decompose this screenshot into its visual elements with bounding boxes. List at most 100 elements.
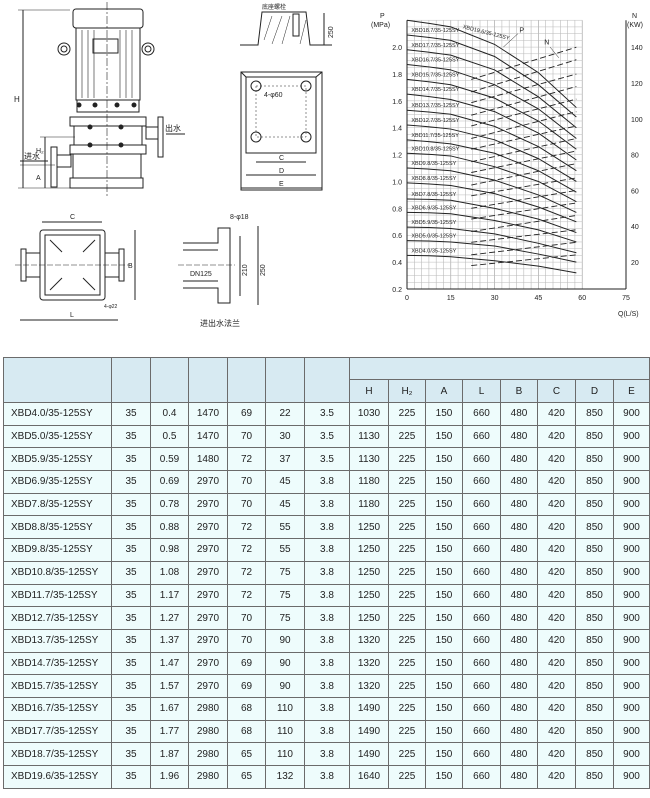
pressure-curve [406, 49, 577, 129]
table-cell: 70 [227, 628, 266, 653]
table-cell: 225 [388, 424, 426, 449]
table-cell: 850 [575, 560, 614, 585]
table-cell: 225 [388, 583, 426, 608]
table-cell: 90 [265, 651, 305, 676]
table-cell: 150 [425, 402, 463, 426]
pressure-curve [406, 93, 577, 161]
table-cell: 850 [575, 492, 614, 517]
table-cell: 2970 [188, 606, 228, 630]
table-cell: 45 [265, 470, 305, 494]
table-cell: 660 [462, 424, 501, 449]
table-cell: 900 [613, 765, 650, 789]
table-cell: 35 [111, 606, 151, 630]
table-cell: 35 [111, 674, 151, 698]
pressure-curve [406, 64, 577, 139]
series-label: XBD9.8/35-125SY [411, 161, 456, 167]
label-H2: H₂ [36, 148, 44, 155]
x-tick-label: 15 [447, 295, 455, 302]
label-foundation-C: C [279, 155, 284, 162]
table-cell: 70 [227, 470, 266, 494]
table-cell: 850 [575, 765, 614, 789]
pressure-curve [406, 240, 577, 263]
header-dim-h₂: H₂ [388, 379, 426, 403]
label-base-B: B [128, 263, 133, 270]
table-row: XBD9.8/35-125SY 35 0.98 2970 72 55 3.8 1250 225 1… [3, 538, 650, 562]
series-label: XBD6.9/35-125SY [411, 205, 456, 211]
table-cell: 3.8 [304, 515, 350, 540]
table-cell: 225 [388, 470, 426, 494]
table-cell: 480 [500, 674, 538, 698]
table-cell: 660 [462, 742, 501, 766]
header-col [150, 357, 189, 403]
table-cell: 900 [613, 447, 650, 472]
table-cell: 2970 [188, 538, 228, 562]
y-tick-label-right: 60 [631, 188, 639, 195]
table-cell: 0.78 [150, 492, 189, 517]
pressure-curve [406, 198, 577, 234]
table-cell: 1.47 [150, 651, 189, 676]
table-cell: 900 [613, 492, 650, 517]
foundation-section-drawing [240, 11, 332, 46]
model-cell: XBD18.7/35-125SY [3, 742, 112, 766]
table-cell: 35 [111, 424, 151, 449]
model-cell: XBD16.7/35-125SY [3, 696, 112, 721]
table-cell: 75 [265, 583, 305, 608]
y-tick-label-right: 80 [631, 153, 639, 160]
table-cell: 225 [388, 651, 426, 676]
table-cell: 1030 [349, 402, 389, 426]
table-cell: 30 [265, 424, 305, 449]
y-tick-label-left: 1.6 [392, 99, 402, 106]
table-cell: 900 [613, 651, 650, 676]
table-cell: 1.96 [150, 765, 189, 789]
spec-table: H H₂ A L B C D E XBD4.0/35-125SY 35 0.4 1470 69 22 3.… [3, 357, 650, 789]
table-cell: 1320 [349, 674, 389, 698]
table-cell: 1250 [349, 560, 389, 585]
y-tick-label-left: 2.0 [392, 45, 402, 52]
header-col [227, 357, 266, 403]
series-label: XBD11.7/35-125SY [411, 133, 459, 139]
table-cell: 3.8 [304, 719, 350, 744]
header-dim-h: H [349, 379, 389, 403]
table-cell: 850 [575, 606, 614, 630]
table-cell: 850 [575, 628, 614, 653]
table-cell: 1.37 [150, 628, 189, 653]
pressure-curve [406, 124, 577, 182]
table-cell: 0.88 [150, 515, 189, 540]
series-label: XBD14.7/35-125SY [411, 87, 459, 93]
flange-caption: 进出水法兰 [200, 318, 240, 328]
table-cell: 3.8 [304, 470, 350, 494]
table-row: XBD19.6/35-125SY 35 1.96 2980 65 132 3.8 1640 22… [3, 765, 650, 789]
table-cell: 225 [388, 674, 426, 698]
label-flange-250: 250 [260, 264, 267, 276]
table-cell: 150 [425, 742, 463, 766]
table-cell: 72 [227, 538, 266, 562]
table-cell: 660 [462, 470, 501, 494]
model-cell: XBD8.8/35-125SY [3, 515, 112, 540]
table-row: XBD7.8/35-125SY 35 0.78 2970 70 45 3.8 1180 225 1… [3, 492, 650, 517]
table-cell: 225 [388, 696, 426, 721]
label-foundation-E: E [279, 181, 284, 188]
table-cell: 3.8 [304, 583, 350, 608]
table-cell: 420 [537, 674, 576, 698]
table-cell: 2970 [188, 628, 228, 653]
table-cell: 3.8 [304, 560, 350, 585]
table-cell: 72 [227, 447, 266, 472]
table-cell: 900 [613, 674, 650, 698]
table-row: XBD15.7/35-125SY 35 1.57 2970 69 90 3.8 1320 225… [3, 674, 650, 698]
table-row: XBD5.0/35-125SY 35 0.5 1470 70 30 3.5 1130 225 15… [3, 424, 650, 449]
table-cell: 0.59 [150, 447, 189, 472]
table-cell: 1130 [349, 447, 389, 472]
y-tick-label-right: 100 [631, 117, 643, 124]
series-label: XBD15.7/35-125SY [411, 72, 459, 78]
y-tick-label-left: 0.4 [392, 260, 402, 267]
table-cell: 3.5 [304, 424, 350, 449]
table-cell: 65 [227, 765, 266, 789]
pressure-curve [406, 19, 577, 108]
label-base-holes: 4-φ22 [104, 304, 117, 310]
table-cell: 850 [575, 447, 614, 472]
table-cell: 480 [500, 696, 538, 721]
table-cell: 420 [537, 719, 576, 744]
table-cell: 150 [425, 696, 463, 721]
label-flange-210: 210 [242, 264, 249, 276]
table-row: XBD12.7/35-125SY 35 1.27 2970 70 75 3.8 1250 225… [3, 606, 650, 630]
